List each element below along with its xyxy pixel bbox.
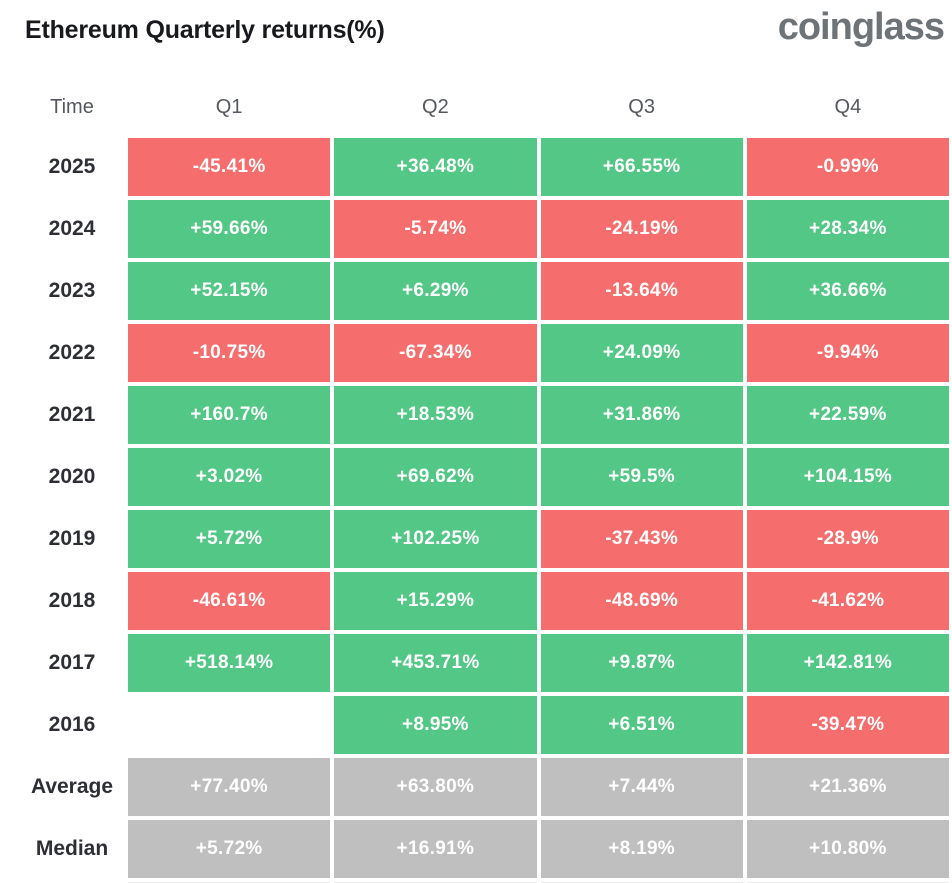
return-cell: +15.29% [334, 572, 537, 630]
return-cell: +36.66% [746, 262, 949, 320]
return-cell: +24.09% [540, 324, 743, 382]
returns-table: Time Q1 Q2 Q3 Q4 2025 -45.41% +36.48% +66.55% -0.… [0, 80, 952, 883]
return-cell: -24.19% [540, 200, 743, 258]
row-label: 2024 [48, 217, 96, 240]
return-cell: +16.91% [334, 820, 537, 878]
return-cell: +9.87% [540, 634, 743, 692]
row-label: 2025 [48, 155, 96, 178]
return-cell: +63.80% [334, 758, 537, 816]
return-cell: +160.7% [128, 386, 331, 444]
return-cell: +518.14% [128, 634, 331, 692]
return-cell: +142.81% [746, 634, 949, 692]
return-cell: +22.59% [746, 386, 949, 444]
row-label: 2022 [48, 341, 96, 364]
return-cell: -46.61% [128, 572, 331, 630]
return-cell: +3.02% [128, 448, 331, 506]
return-cell: +453.71% [334, 634, 537, 692]
column-header-time: Time [50, 95, 94, 118]
return-cell: -13.64% [540, 262, 743, 320]
return-cell: +8.95% [334, 696, 537, 754]
return-cell: +104.15% [746, 448, 949, 506]
page-title: Ethereum Quarterly returns(%) [25, 16, 385, 44]
column-header-q3: Q3 [628, 95, 655, 118]
return-cell: +66.55% [540, 138, 743, 196]
row-label: 2020 [48, 465, 96, 488]
return-cell: -0.99% [746, 138, 949, 196]
return-cell: -9.94% [746, 324, 949, 382]
return-cell: -41.62% [746, 572, 949, 630]
return-cell: +36.48% [334, 138, 537, 196]
coinglass-logo: coinglass [777, 6, 945, 48]
row-label: 2023 [48, 279, 96, 302]
return-cell: -39.47% [746, 696, 949, 754]
return-cell: +6.29% [334, 262, 537, 320]
return-cell: +31.86% [540, 386, 743, 444]
row-label: 2019 [48, 527, 96, 550]
widget-header: Ethereum Quarterly returns(%) coinglass [0, 0, 952, 80]
column-header-q2: Q2 [422, 95, 449, 118]
return-cell: -37.43% [540, 510, 743, 568]
column-header-q1: Q1 [215, 95, 243, 118]
return-cell: +52.15% [128, 262, 331, 320]
return-cell: +21.36% [746, 758, 949, 816]
return-cell: +10.80% [746, 820, 949, 878]
return-cell: +28.34% [746, 200, 949, 258]
return-cell: -67.34% [334, 324, 537, 382]
return-cell: +59.66% [128, 200, 331, 258]
return-cell: +8.19% [540, 820, 743, 878]
row-label: Average [30, 775, 114, 798]
return-cell: +5.72% [128, 820, 331, 878]
return-cell: -48.69% [540, 572, 743, 630]
row-label: 2016 [48, 713, 96, 736]
return-cell: +7.44% [540, 758, 743, 816]
return-cell: +6.51% [540, 696, 743, 754]
return-cell: +102.25% [334, 510, 537, 568]
return-cell [128, 696, 330, 754]
return-cell: +18.53% [334, 386, 537, 444]
row-label: 2021 [48, 403, 96, 426]
return-cell: -10.75% [128, 324, 331, 382]
row-label: Median [35, 837, 109, 860]
row-label: 2017 [48, 651, 96, 674]
return-cell: +5.72% [128, 510, 331, 568]
return-cell: +69.62% [334, 448, 537, 506]
return-cell: -5.74% [334, 200, 537, 258]
return-cell: -28.9% [746, 510, 949, 568]
return-cell: -45.41% [128, 138, 331, 196]
row-label: 2018 [48, 589, 96, 612]
column-header-q4: Q4 [834, 95, 862, 118]
return-cell: +59.5% [540, 448, 743, 506]
return-cell: +77.40% [128, 758, 331, 816]
